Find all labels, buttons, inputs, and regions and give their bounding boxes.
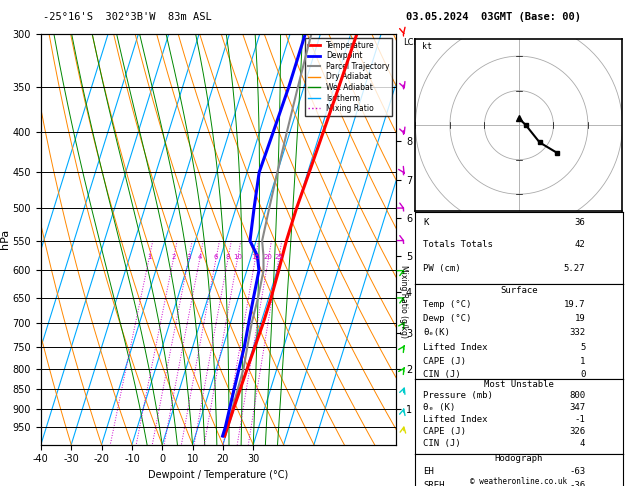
Text: 800: 800 — [569, 391, 586, 400]
Text: kt: kt — [422, 42, 432, 51]
Text: 4: 4 — [580, 439, 586, 448]
Text: θₑ(K): θₑ(K) — [423, 329, 450, 337]
Text: θₑ (K): θₑ (K) — [423, 403, 455, 412]
Text: LCL: LCL — [403, 38, 418, 47]
Text: 347: 347 — [569, 403, 586, 412]
Text: 1: 1 — [580, 357, 586, 366]
Text: CAPE (J): CAPE (J) — [423, 357, 467, 366]
Text: 3: 3 — [186, 254, 191, 260]
Text: 5: 5 — [580, 343, 586, 352]
Text: Totals Totals: Totals Totals — [423, 240, 493, 249]
Text: 4: 4 — [198, 254, 202, 260]
Legend: Temperature, Dewpoint, Parcel Trajectory, Dry Adiabat, Wet Adiabat, Isotherm, Mi: Temperature, Dewpoint, Parcel Trajectory… — [305, 38, 392, 116]
Text: 15: 15 — [251, 254, 260, 260]
Text: 5.27: 5.27 — [564, 264, 586, 273]
Text: -1: -1 — [575, 415, 586, 424]
Text: EH: EH — [423, 467, 434, 476]
Text: K: K — [423, 218, 429, 227]
Text: Lifted Index: Lifted Index — [423, 415, 488, 424]
Text: -63: -63 — [569, 467, 586, 476]
Text: Hodograph: Hodograph — [495, 454, 543, 464]
Text: Temp (°C): Temp (°C) — [423, 300, 472, 309]
Text: 03.05.2024  03GMT (Base: 00): 03.05.2024 03GMT (Base: 00) — [406, 12, 581, 22]
Text: 2: 2 — [171, 254, 175, 260]
X-axis label: Dewpoint / Temperature (°C): Dewpoint / Temperature (°C) — [148, 470, 289, 480]
Text: 326: 326 — [569, 427, 586, 436]
Text: 6: 6 — [214, 254, 218, 260]
Y-axis label: hPa: hPa — [0, 229, 10, 249]
Text: © weatheronline.co.uk: © weatheronline.co.uk — [470, 477, 567, 486]
Text: Pressure (mb): Pressure (mb) — [423, 391, 493, 400]
Text: PW (cm): PW (cm) — [423, 264, 461, 273]
Text: Surface: Surface — [500, 286, 538, 295]
Text: 10: 10 — [233, 254, 242, 260]
Text: 42: 42 — [575, 240, 586, 249]
Text: CIN (J): CIN (J) — [423, 370, 461, 379]
Text: CIN (J): CIN (J) — [423, 439, 461, 448]
Text: 36: 36 — [575, 218, 586, 227]
Text: 25: 25 — [274, 254, 283, 260]
Text: Dewp (°C): Dewp (°C) — [423, 314, 472, 323]
Text: 19: 19 — [575, 314, 586, 323]
Text: 332: 332 — [569, 329, 586, 337]
Text: Lifted Index: Lifted Index — [423, 343, 488, 352]
Text: -36: -36 — [569, 481, 586, 486]
Text: SREH: SREH — [423, 481, 445, 486]
Text: 0: 0 — [580, 370, 586, 379]
Text: -25°16'S  302°3B'W  83m ASL: -25°16'S 302°3B'W 83m ASL — [43, 12, 211, 22]
Text: 20: 20 — [264, 254, 273, 260]
Text: Most Unstable: Most Unstable — [484, 380, 554, 389]
Text: 1: 1 — [147, 254, 151, 260]
Text: Mixing Ratio (g/kg): Mixing Ratio (g/kg) — [399, 265, 408, 338]
Text: CAPE (J): CAPE (J) — [423, 427, 467, 436]
Text: 8: 8 — [226, 254, 230, 260]
Y-axis label: km
ASL: km ASL — [424, 230, 440, 249]
Text: 19.7: 19.7 — [564, 300, 586, 309]
